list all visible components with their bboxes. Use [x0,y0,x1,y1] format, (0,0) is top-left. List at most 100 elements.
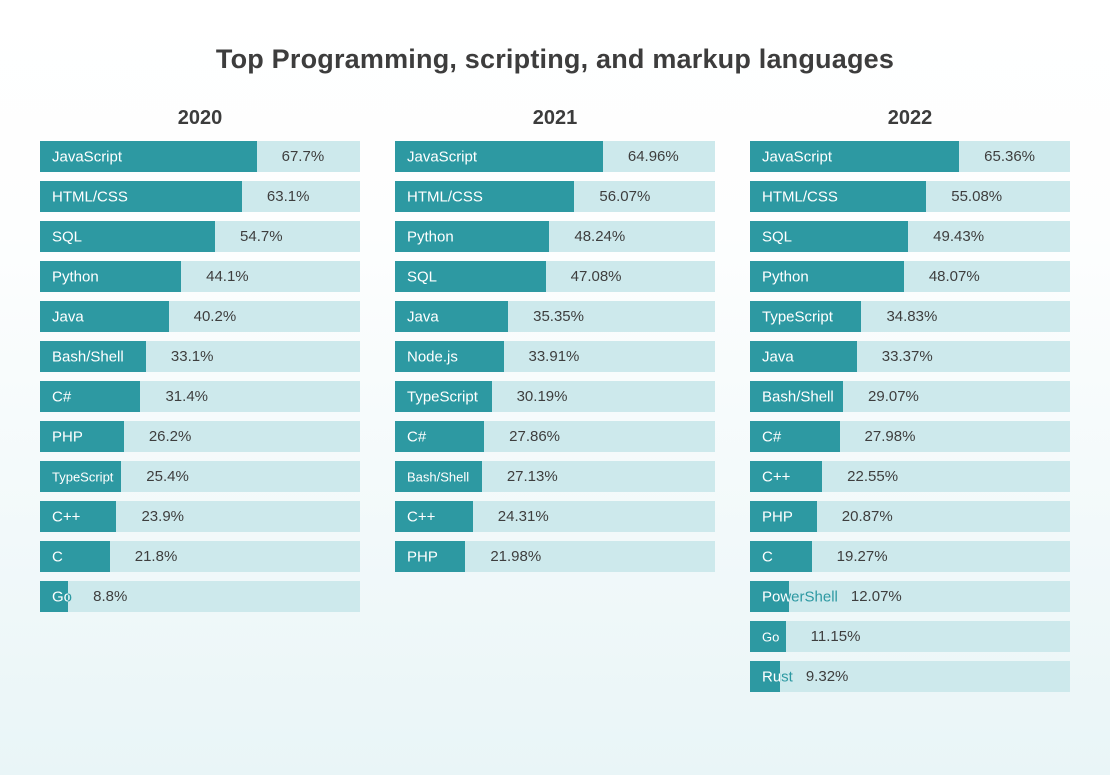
bar-value: 21.98% [490,548,542,565]
bar-row: SQLSQLSQL47.08% [395,261,715,292]
bar-fill: Bash/Shell [40,341,146,372]
bar-value: 65.36% [984,148,1036,165]
bar-row: C++C++C++22.55% [750,461,1070,492]
year-heading: 2021 [532,107,578,129]
bar-value: 33.91% [528,348,580,365]
bar-fill: PHP [395,541,466,572]
bar-value: 56.07% [599,188,651,205]
bar-row: GoGoGo8.8% [40,581,360,612]
bar-row: PythonPythonPython48.24% [395,221,715,252]
bar-label: TypeScript [52,469,114,484]
bar-label: SQL [762,228,793,245]
bar-value: 40.2% [193,308,237,325]
bar-fill: SQL [40,221,216,252]
bar-fill: PowerShell [750,581,789,612]
bar-row: SQLSQLSQL49.43% [750,221,1070,252]
bar-value: 63.1% [266,188,310,205]
bar-fill: SQL [750,221,909,252]
bar-row: C#C#C#31.4% [40,381,360,412]
chart-title: Top Programming, scripting, and markup l… [215,44,895,74]
bar-row: JavaScriptJavaScriptJavaScript67.7% [40,141,360,172]
year-column: 2022JavaScriptJavaScriptJavaScript65.36%… [750,104,1070,701]
bar-row: C++C++C++23.9% [40,501,360,532]
bar-row: TypeScriptTypeScriptTypeScript25.4% [40,461,360,492]
bar-fill: C++ [40,501,117,532]
bar-label: Bash/Shell [762,388,834,405]
bar-fill: Bash/Shell [750,381,844,412]
bar-value: 8.8% [93,588,128,605]
bar-fill: C++ [750,461,823,492]
bar-label: PHP [52,428,83,445]
bar-label: Rust [762,668,780,685]
bar-value: 12.07% [850,588,902,605]
bar-value: 48.24% [574,228,626,245]
bar-label: HTML/CSS [762,188,838,205]
bar-value: 35.35% [533,308,584,325]
bar-fill: Java [750,341,857,372]
bar-value: 54.7% [240,228,283,245]
bar-label: JavaScript [52,148,123,165]
bar-label: C# [407,428,427,445]
bar-row: PythonPythonPython48.07% [750,261,1070,292]
bar-row: RustRustRust9.32% [750,661,1070,692]
bar-label: SQL [52,228,83,245]
bar-value: 55.08% [951,188,1003,205]
bar-value: 11.15% [810,628,861,645]
bar-fill: JavaScript [40,141,257,172]
bar-label: Python [52,268,99,285]
bar-fill: TypeScript [40,461,122,492]
bar-fill: JavaScript [395,141,603,172]
bar-value: 27.13% [506,468,558,485]
bar-row: PHPPHPPHP26.2% [40,421,360,452]
bar-value: 44.1% [206,268,249,285]
bar-value: 27.86% [509,428,561,445]
bar-label: C++ [407,508,436,525]
bar-label: C++ [762,468,791,485]
bar-value: 48.07% [928,268,980,285]
bar-fill: Python [40,261,182,292]
bar-value: 25.4% [146,468,189,485]
bar-row: TypeScriptTypeScriptTypeScript34.83% [750,301,1070,332]
bar-row: JavaScriptJavaScriptJavaScript64.96% [395,141,715,172]
bar-value: 27.98% [864,428,916,445]
bar-label: TypeScript [762,308,833,325]
bar-row: CCC19.27% [750,541,1070,572]
bar-row: JavaScriptJavaScriptJavaScript65.36% [750,141,1070,172]
bar-label: Python [762,268,809,285]
bar-value: 29.07% [868,388,919,405]
bar-fill: PHP [40,421,124,452]
bar-label: Bash/Shell [407,469,470,484]
bar-value: 31.4% [165,388,209,405]
bar-value: 34.83% [886,308,938,325]
bar-fill: C# [750,421,840,452]
bar-label: JavaScript [762,148,833,165]
bar-label: C# [52,388,72,405]
year-column: 2020JavaScriptJavaScriptJavaScript67.7%H… [40,104,360,701]
bar-fill: Rust [750,661,780,692]
bar-row: C#C#C#27.86% [395,421,715,452]
bar-fill: HTML/CSS [750,181,927,212]
bar-row: TypeScriptTypeScriptTypeScript30.19% [395,381,715,412]
bar-label: TypeScript [407,388,478,405]
bar-value: 67.7% [281,148,325,165]
bar-value: 22.55% [847,468,899,485]
bar-label: Go [762,629,780,644]
bar-label: C [762,548,773,565]
bar-fill: HTML/CSS [40,181,242,212]
bar-value: 30.19% [516,388,568,405]
bar-fill: C [750,541,812,572]
bar-label: PHP [762,508,793,525]
bar-fill: SQL [395,261,546,292]
bar-value: 33.37% [881,348,933,365]
bar-row: PHPPHPPHP20.87% [750,501,1070,532]
bar-fill: Go [750,621,786,652]
bar-row: JavaJavaJava33.37% [750,341,1070,372]
year-heading: 2020 [177,107,223,129]
bar-fill: Bash/Shell [395,461,482,492]
bar-fill: TypeScript [395,381,492,412]
bar-label: C# [762,428,782,445]
bar-value: 24.31% [497,508,549,525]
